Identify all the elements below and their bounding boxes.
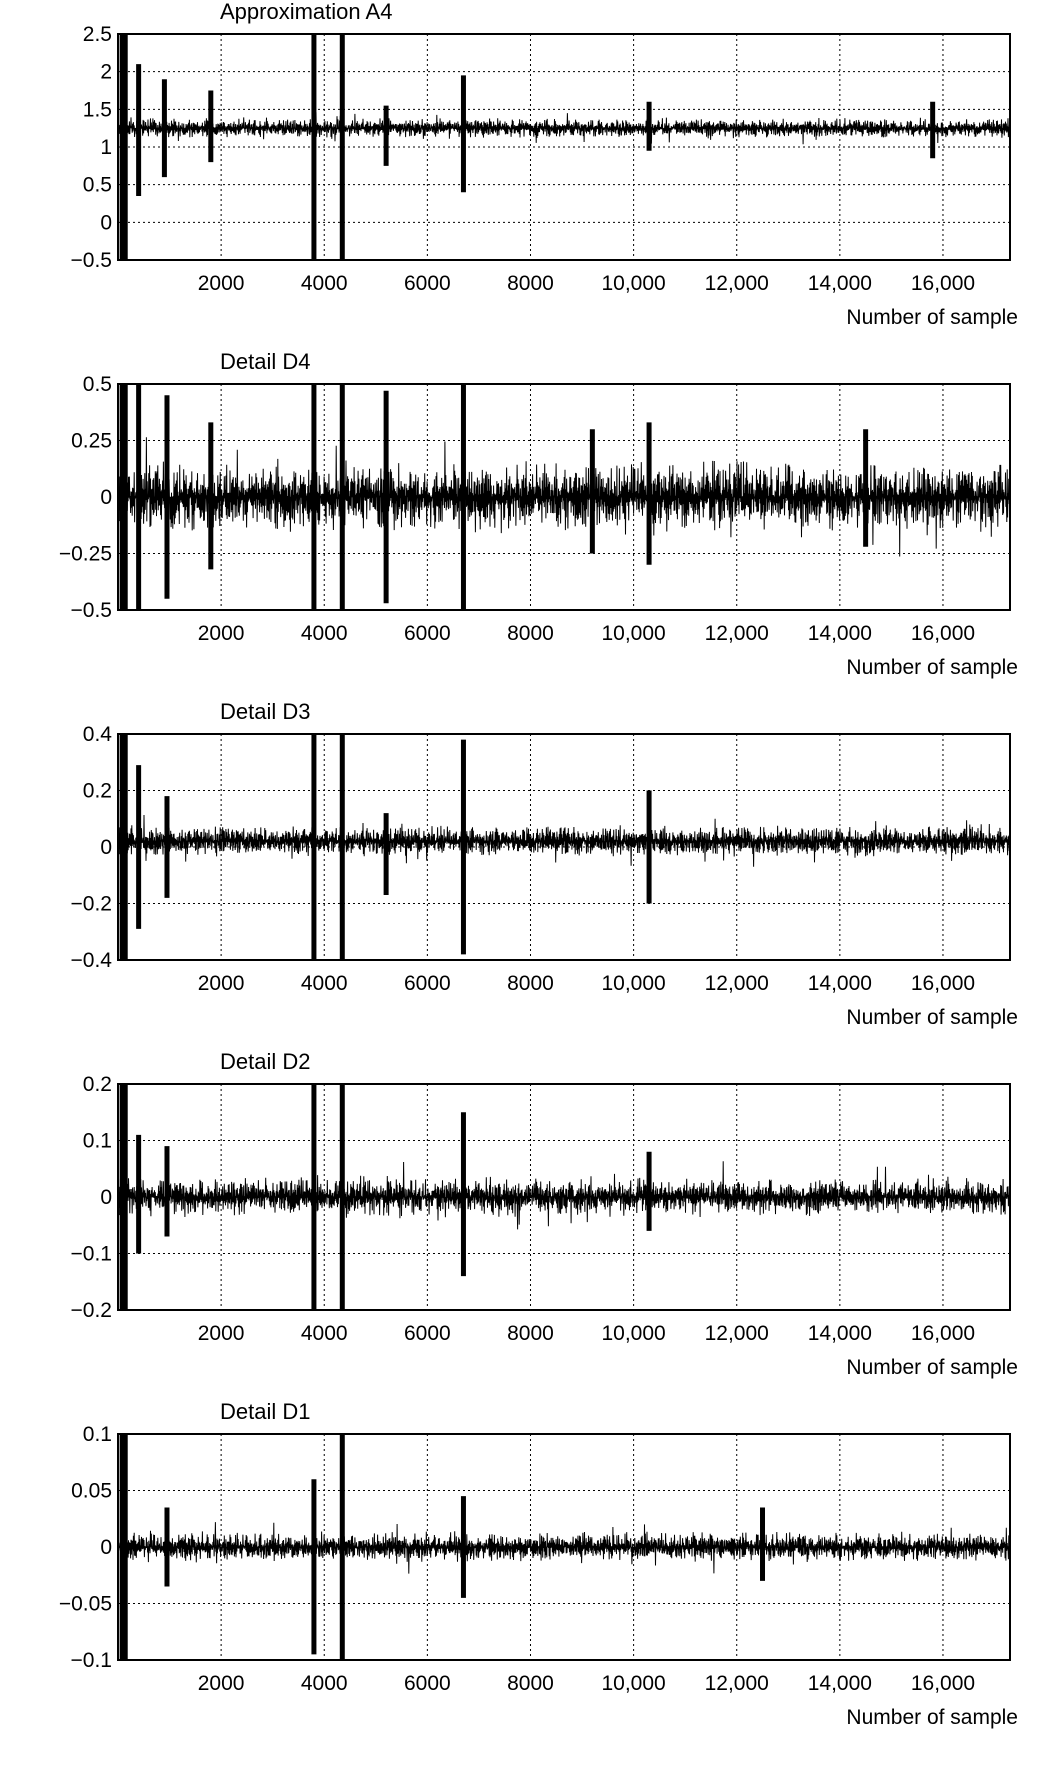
y-tick-label: −0.2 bbox=[71, 1299, 112, 1322]
chart-panel-detail-d3: Detail D3 −0.4 −0.2 0 0.2 0.4 2000 4000 6000 800… bbox=[0, 700, 1043, 1050]
y-tick-label: 0 bbox=[100, 1186, 112, 1209]
x-tick-label: 2000 bbox=[198, 1322, 245, 1345]
y-tick-label: 0 bbox=[100, 836, 112, 859]
x-axis-label: Number of sample bbox=[846, 1356, 1018, 1379]
plot-frame bbox=[117, 383, 1011, 611]
y-tick-label: 1 bbox=[100, 136, 112, 159]
y-tick-label: 0.1 bbox=[83, 1423, 112, 1446]
x-tick-label: 6000 bbox=[404, 1322, 451, 1345]
x-tick-label: 10,000 bbox=[601, 972, 665, 995]
x-tick-label: 12,000 bbox=[705, 1672, 769, 1695]
x-tick-label: 6000 bbox=[404, 1672, 451, 1695]
x-tick-label: 2000 bbox=[198, 272, 245, 295]
x-tick-label: 14,000 bbox=[808, 972, 872, 995]
x-tick-label: 10,000 bbox=[601, 1672, 665, 1695]
x-axis-label: Number of sample bbox=[846, 1006, 1018, 1029]
y-tick-label: 0.2 bbox=[83, 780, 112, 803]
x-tick-label: 2000 bbox=[198, 1672, 245, 1695]
y-tick-label: −0.1 bbox=[71, 1243, 112, 1266]
x-tick-label: 10,000 bbox=[601, 1322, 665, 1345]
x-tick-label: 4000 bbox=[301, 622, 348, 645]
chart-title: Detail D1 bbox=[220, 1399, 311, 1424]
y-tick-label: −0.4 bbox=[71, 949, 113, 972]
chart-svg: −0.2 −0.1 0 0.1 0.2 2000 4000 6000 8000 10,000 12,… bbox=[71, 1073, 1018, 1379]
x-tick-label: 16,000 bbox=[911, 1672, 975, 1695]
plot-frame bbox=[117, 1433, 1011, 1661]
chart-svg: −0.5 −0.25 0 0.25 0.5 2000 4000 6000 8000 10,000 1… bbox=[59, 373, 1018, 679]
y-tick-label: −0.5 bbox=[71, 249, 112, 272]
x-tick-label: 4000 bbox=[301, 1672, 348, 1695]
y-tick-label: 0.5 bbox=[83, 174, 112, 197]
y-tick-label: −0.25 bbox=[59, 543, 112, 566]
y-tick-label: −0.05 bbox=[59, 1593, 112, 1616]
x-tick-label: 4000 bbox=[301, 972, 348, 995]
chart-title: Detail D2 bbox=[220, 1049, 311, 1074]
x-tick-label: 8000 bbox=[507, 272, 554, 295]
x-tick-label: 16,000 bbox=[911, 972, 975, 995]
chart-title: Approximation A4 bbox=[220, 0, 393, 24]
x-tick-label: 6000 bbox=[404, 622, 451, 645]
plot-frame bbox=[117, 1083, 1011, 1311]
x-tick-label: 14,000 bbox=[808, 1672, 872, 1695]
chart-svg: −0.5 0 0.5 1 1.5 2 2.5 2000 4000 6000 8000 10,000 12… bbox=[71, 23, 1018, 329]
x-tick-label: 8000 bbox=[507, 972, 554, 995]
signal-series-line bbox=[117, 1522, 1011, 1574]
x-tick-label: 6000 bbox=[404, 272, 451, 295]
chart-panel-approximation-a4: Approximation A4 −0.5 0 0.5 1 1.5 2 2.5 2000 400… bbox=[0, 0, 1043, 350]
x-tick-label: 8000 bbox=[507, 1672, 554, 1695]
y-tick-label: 2 bbox=[100, 61, 112, 84]
x-axis-label: Number of sample bbox=[846, 1706, 1018, 1729]
signal-series-line bbox=[117, 1161, 1011, 1230]
x-tick-label: 16,000 bbox=[911, 272, 975, 295]
signal-series-line bbox=[117, 814, 1011, 867]
x-tick-label: 10,000 bbox=[601, 622, 665, 645]
y-tick-label: −0.5 bbox=[71, 599, 112, 622]
x-tick-label: 16,000 bbox=[911, 622, 975, 645]
chart-svg: −0.1 −0.05 0 0.05 0.1 2000 4000 6000 8000 10,000 1… bbox=[59, 1423, 1018, 1729]
y-tick-label: 0 bbox=[100, 1536, 112, 1559]
y-tick-label: 0.5 bbox=[83, 373, 112, 396]
x-tick-label: 12,000 bbox=[705, 622, 769, 645]
y-tick-label: 0 bbox=[100, 486, 112, 509]
y-tick-label: 0.1 bbox=[83, 1130, 112, 1153]
x-tick-label: 14,000 bbox=[808, 1322, 872, 1345]
chart-panel-detail-d4: Detail D4 −0.5 −0.25 0 0.25 0.5 2000 4000 6000 8… bbox=[0, 350, 1043, 700]
x-tick-label: 10,000 bbox=[601, 272, 665, 295]
chart-panel-detail-d2: Detail D2 −0.2 −0.1 0 0.1 0.2 2000 4000 6000 800… bbox=[0, 1050, 1043, 1400]
x-tick-label: 8000 bbox=[507, 1322, 554, 1345]
x-tick-label: 8000 bbox=[507, 622, 554, 645]
y-tick-label: 2.5 bbox=[83, 23, 112, 46]
x-tick-label: 12,000 bbox=[705, 272, 769, 295]
x-tick-label: 14,000 bbox=[808, 622, 872, 645]
x-axis-label: Number of sample bbox=[846, 306, 1018, 329]
x-tick-label: 4000 bbox=[301, 272, 348, 295]
chart-svg: −0.4 −0.2 0 0.2 0.4 2000 4000 6000 8000 10,000 12,… bbox=[71, 723, 1018, 1029]
x-tick-label: 14,000 bbox=[808, 272, 872, 295]
plot-frame bbox=[117, 33, 1011, 261]
x-tick-label: 12,000 bbox=[705, 972, 769, 995]
signal-series-line bbox=[117, 437, 1011, 557]
y-tick-label: 0.2 bbox=[83, 1073, 112, 1096]
y-tick-label: 0 bbox=[100, 211, 112, 234]
x-axis-label: Number of sample bbox=[846, 656, 1018, 679]
chart-title: Detail D3 bbox=[220, 699, 311, 724]
x-tick-label: 12,000 bbox=[705, 1322, 769, 1345]
y-tick-label: 0.05 bbox=[71, 1480, 112, 1503]
plot-frame bbox=[117, 733, 1011, 961]
x-tick-label: 4000 bbox=[301, 1322, 348, 1345]
chart-title: Detail D4 bbox=[220, 349, 311, 374]
x-tick-label: 2000 bbox=[198, 972, 245, 995]
signal-series-line bbox=[117, 112, 1011, 145]
x-tick-label: 16,000 bbox=[911, 1322, 975, 1345]
y-tick-label: 0.4 bbox=[83, 723, 113, 746]
y-tick-label: −0.2 bbox=[71, 893, 112, 916]
x-tick-label: 2000 bbox=[198, 622, 245, 645]
x-tick-label: 6000 bbox=[404, 972, 451, 995]
y-tick-label: 1.5 bbox=[83, 98, 112, 121]
chart-panel-detail-d1: Detail D1 −0.1 −0.05 0 0.05 0.1 2000 4000 6000 8… bbox=[0, 1400, 1043, 1750]
y-tick-label: −0.1 bbox=[71, 1649, 112, 1672]
y-tick-label: 0.25 bbox=[71, 430, 112, 453]
